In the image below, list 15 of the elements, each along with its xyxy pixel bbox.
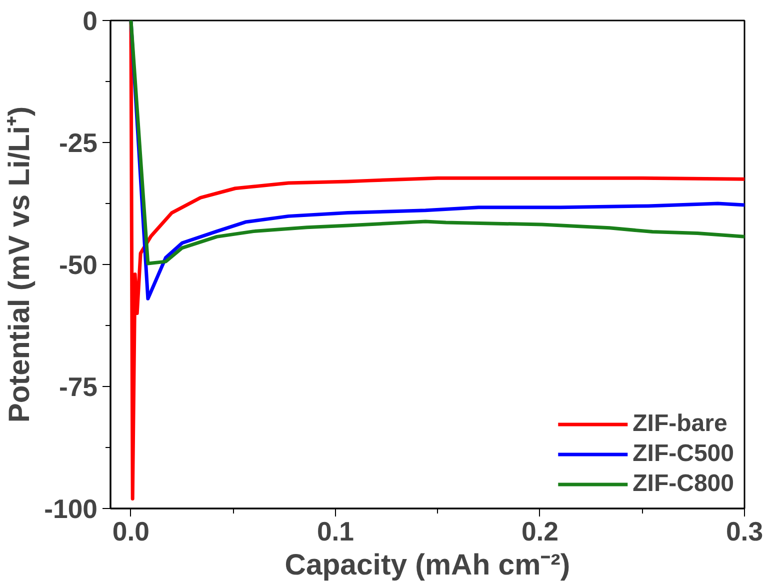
legend-label: ZIF-C800: [632, 470, 734, 498]
y-tick-label: -75: [58, 372, 98, 402]
y-tick-label: -50: [58, 250, 98, 280]
legend-label: ZIF-C500: [632, 440, 734, 468]
x-axis-title: Capacity (mAh cm⁻²): [284, 548, 570, 582]
y-tick-label: 0: [82, 6, 98, 36]
x-tick-label: 0.1: [316, 516, 354, 546]
x-tick-label: 0.2: [521, 516, 559, 546]
y-axis-title: Potential (mV vs Li/Li⁺): [3, 106, 36, 423]
x-tick-label: 0.0: [112, 516, 150, 546]
x-tick-label: 0.3: [726, 516, 764, 546]
line-series: [129, 20, 744, 500]
legend-label: ZIF-bare: [632, 410, 728, 438]
y-tick-label: -25: [58, 128, 98, 158]
y-tick-label: -100: [44, 494, 98, 524]
